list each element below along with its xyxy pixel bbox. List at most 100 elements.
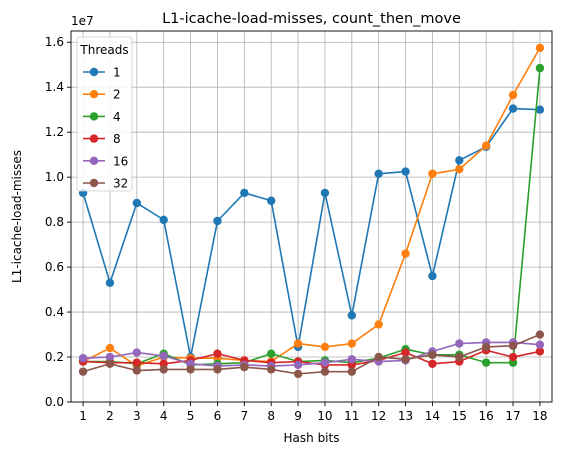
y-tick-label: 1.0 — [45, 170, 64, 184]
x-tick-label: 3 — [133, 409, 141, 423]
data-point-2 — [536, 44, 544, 52]
legend: Threads 1 2 4 8 16 32 — [77, 37, 132, 191]
y-axis-multiplier: 1e7 — [71, 14, 94, 28]
data-point-32 — [240, 363, 248, 371]
legend-label: 8 — [113, 132, 121, 146]
legend-label: 16 — [113, 154, 128, 168]
data-point-32 — [186, 365, 194, 373]
data-point-32 — [294, 370, 302, 378]
data-point-16 — [133, 348, 141, 356]
data-point-16 — [348, 355, 356, 363]
legend-label: 2 — [113, 88, 121, 102]
data-point-32 — [106, 360, 114, 368]
legend-title: Threads — [79, 43, 128, 57]
data-point-1 — [213, 217, 221, 225]
data-point-32 — [160, 365, 168, 373]
grid-layer — [71, 31, 552, 402]
x-tick-label: 18 — [532, 409, 547, 423]
data-point-8 — [133, 358, 141, 366]
series-8 — [79, 346, 544, 369]
y-tick-label: 0.4 — [45, 305, 64, 319]
data-point-2 — [509, 91, 517, 99]
y-tick-label: 1.6 — [45, 35, 64, 49]
data-point-2 — [482, 141, 490, 149]
x-tick-label: 6 — [214, 409, 222, 423]
data-point-32 — [267, 365, 275, 373]
x-tick-label: 12 — [371, 409, 386, 423]
data-point-32 — [321, 367, 329, 375]
x-tick-label: 14 — [425, 409, 440, 423]
series-line-4 — [83, 68, 540, 365]
legend-marker — [90, 179, 98, 187]
x-tick-label: 17 — [505, 409, 520, 423]
data-point-1 — [267, 197, 275, 205]
series-4 — [79, 64, 544, 369]
data-point-4 — [482, 358, 490, 366]
x-tick-label: 9 — [294, 409, 302, 423]
data-point-2 — [106, 344, 114, 352]
series-line-2 — [83, 48, 540, 366]
x-tick-label: 8 — [267, 409, 275, 423]
data-point-8 — [509, 353, 517, 361]
data-point-16 — [294, 361, 302, 369]
data-point-1 — [133, 199, 141, 207]
data-point-2 — [348, 339, 356, 347]
data-point-2 — [455, 165, 463, 173]
legend-marker — [90, 134, 98, 142]
data-point-16 — [79, 354, 87, 362]
data-point-1 — [374, 170, 382, 178]
data-point-8 — [428, 360, 436, 368]
data-point-8 — [213, 349, 221, 357]
data-point-1 — [348, 311, 356, 319]
y-axis-label: L1-icache-load-misses — [10, 150, 24, 283]
x-tick-label: 7 — [241, 409, 249, 423]
legend-marker — [90, 68, 98, 76]
data-point-2 — [374, 320, 382, 328]
data-point-2 — [321, 343, 329, 351]
x-tick-label: 1 — [79, 409, 87, 423]
y-tick-label: 1.2 — [45, 125, 64, 139]
data-point-1 — [160, 216, 168, 224]
plot-frame — [71, 31, 552, 402]
data-point-32 — [213, 365, 221, 373]
x-tick-label: 5 — [187, 409, 195, 423]
data-point-1 — [509, 104, 517, 112]
y-tick-label: 0.0 — [45, 395, 64, 409]
data-point-2 — [294, 339, 302, 347]
data-point-16 — [321, 358, 329, 366]
series-2 — [79, 44, 544, 371]
y-tick-label: 0.8 — [45, 215, 64, 229]
x-tick-label: 2 — [106, 409, 114, 423]
x-tick-label: 16 — [479, 409, 494, 423]
legend-marker — [90, 157, 98, 165]
data-point-16 — [160, 352, 168, 360]
data-point-32 — [536, 330, 544, 338]
series-1 — [79, 104, 544, 361]
data-point-1 — [321, 189, 329, 197]
y-tick-label: 0.6 — [45, 260, 64, 274]
chart-title: L1-icache-load-misses, count_then_move — [162, 11, 461, 27]
x-tick-label: 10 — [317, 409, 332, 423]
legend-marker — [90, 112, 98, 120]
data-point-1 — [428, 272, 436, 280]
data-point-1 — [401, 167, 409, 175]
data-point-32 — [455, 353, 463, 361]
data-point-32 — [79, 367, 87, 375]
series-layer — [79, 44, 544, 378]
data-point-16 — [536, 340, 544, 348]
data-point-32 — [401, 355, 409, 363]
data-point-2 — [428, 170, 436, 178]
data-point-4 — [267, 349, 275, 357]
legend-label: 4 — [113, 110, 121, 124]
data-point-32 — [428, 351, 436, 359]
legend-label: 1 — [113, 66, 121, 80]
data-point-32 — [133, 366, 141, 374]
data-point-32 — [348, 367, 356, 375]
series-line-1 — [83, 109, 540, 357]
data-point-4 — [536, 64, 544, 72]
x-tick-label: 4 — [160, 409, 168, 423]
x-tick-label: 15 — [452, 409, 467, 423]
legend-label: 32 — [113, 177, 128, 191]
x-tick-label: 11 — [344, 409, 359, 423]
